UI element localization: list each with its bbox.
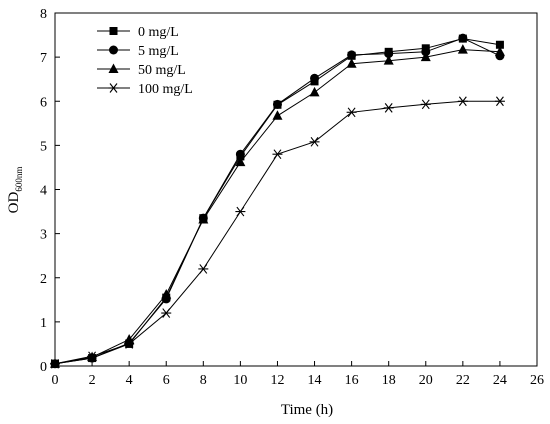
legend-item-4: 100 mg/L <box>97 82 193 97</box>
legend-label: 100 mg/L <box>138 82 193 97</box>
y-axis-label-main: OD <box>6 192 22 214</box>
legend-marker <box>108 63 119 73</box>
data-point <box>235 206 246 217</box>
asterisk-stroke <box>421 99 430 110</box>
legend-item-3: 50 mg/L <box>97 63 186 78</box>
data-point <box>198 214 209 224</box>
series-line <box>54 38 500 365</box>
x-tick-label: 4 <box>126 373 133 388</box>
data-point <box>494 46 505 56</box>
y-axis-label-subscript: 600nm <box>14 167 24 192</box>
data-point <box>458 33 468 43</box>
legend-label: 50 mg/L <box>138 63 186 78</box>
x-tick-label: 20 <box>419 373 433 388</box>
data-point <box>272 110 283 120</box>
data-point <box>457 44 468 54</box>
y-tick-label: 5 <box>40 139 47 154</box>
x-tick-label: 12 <box>270 373 284 388</box>
x-tick-label: 16 <box>345 373 359 388</box>
x-tick-label: 22 <box>456 373 470 388</box>
x-tick-label: 14 <box>308 373 322 388</box>
y-tick-label: 4 <box>40 184 47 199</box>
data-point <box>124 339 135 349</box>
asterisk-stroke <box>310 137 319 147</box>
data-point <box>309 86 320 97</box>
asterisk-stroke <box>125 339 134 349</box>
data-point <box>161 289 172 299</box>
data-point <box>272 149 283 160</box>
series-1 <box>51 34 504 368</box>
plot-frame <box>54 12 538 367</box>
asterisk-stroke <box>88 351 97 362</box>
series-2 <box>50 33 505 369</box>
asterisk-stroke <box>51 358 59 369</box>
legend-item-1: 0 mg/L <box>97 25 179 40</box>
legend-marker <box>109 27 118 35</box>
data-point <box>347 50 357 60</box>
y-tick-label: 6 <box>40 95 47 110</box>
series-line <box>54 49 500 365</box>
x-tick-label: 24 <box>493 373 507 388</box>
data-point <box>235 149 245 159</box>
x-tick-label: 26 <box>530 373 544 388</box>
asterisk-stroke <box>347 107 356 118</box>
data-point <box>310 73 320 83</box>
legend-label: 5 mg/L <box>138 44 179 59</box>
data-point <box>494 96 505 107</box>
asterisk-stroke <box>384 103 393 113</box>
x-tick-label: 8 <box>200 373 207 388</box>
series-3 <box>50 44 505 368</box>
x-axis-label: Time (h) <box>281 402 333 418</box>
y-tick-label: 8 <box>40 7 47 22</box>
asterisk-stroke <box>199 264 208 274</box>
data-point <box>384 49 394 59</box>
data-point <box>161 308 172 318</box>
series-4 <box>50 96 505 369</box>
legend: 0 mg/L 5 mg/L 50 mg/L 100 mg/L <box>97 25 193 97</box>
asterisk-stroke <box>236 206 245 217</box>
data-point <box>87 351 98 362</box>
asterisk-stroke <box>109 83 118 93</box>
data-point <box>235 156 246 167</box>
asterisk-stroke <box>162 308 171 318</box>
legend-label: 0 mg/L <box>138 25 179 40</box>
y-tick-label: 1 <box>40 316 47 331</box>
y-tick-label: 3 <box>40 228 47 243</box>
data-point <box>346 107 357 118</box>
x-tick-label: 18 <box>382 373 396 388</box>
y-tick-label: 2 <box>40 272 47 287</box>
data-point <box>50 358 60 369</box>
series-line <box>54 100 500 365</box>
data-point <box>272 99 282 109</box>
series-layer <box>50 33 505 369</box>
x-tick-label: 6 <box>163 373 170 388</box>
asterisk-stroke <box>495 96 504 107</box>
data-point <box>495 40 504 49</box>
series-line <box>54 37 501 365</box>
x-tick-label: 0 <box>52 373 59 388</box>
asterisk-stroke <box>273 149 282 160</box>
asterisk-stroke <box>458 96 467 107</box>
data-point <box>383 103 394 113</box>
y-tick-label: 7 <box>40 51 47 66</box>
legend-marker <box>109 45 118 55</box>
y-axis-label: OD600nm <box>6 167 24 214</box>
y-tick-label: 0 <box>40 360 47 375</box>
x-tick-label: 2 <box>89 373 96 388</box>
data-point <box>457 96 468 107</box>
data-point <box>420 51 431 62</box>
data-point <box>309 137 320 147</box>
data-point <box>420 99 431 110</box>
data-point <box>383 55 394 65</box>
legend-item-2: 5 mg/L <box>97 44 179 59</box>
data-point <box>198 264 209 274</box>
x-tick-label: 10 <box>233 373 247 388</box>
legend-marker <box>108 83 119 93</box>
data-point <box>346 58 357 68</box>
